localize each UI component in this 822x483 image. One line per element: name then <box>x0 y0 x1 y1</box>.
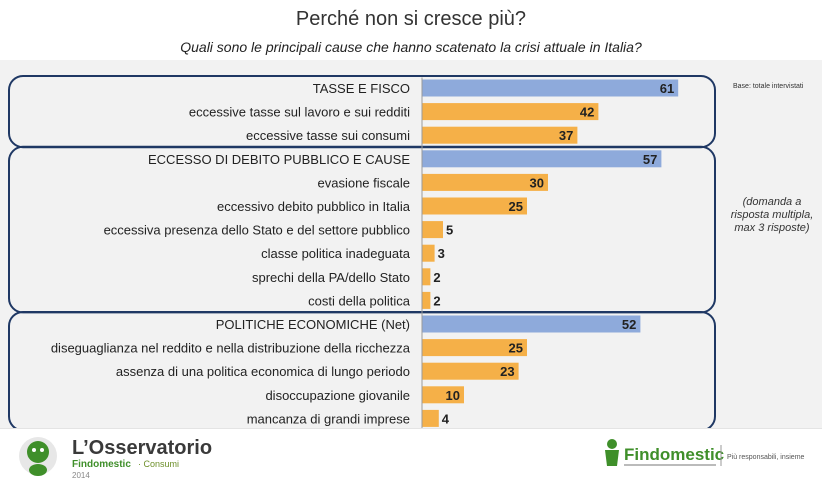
item-label: costi della politica <box>308 293 411 308</box>
item-bar <box>422 268 431 286</box>
item-bar <box>422 244 435 262</box>
item-bar <box>422 291 431 309</box>
item-bar <box>422 103 599 121</box>
item-label: sprechi della PA/dello Stato <box>252 270 410 285</box>
data-label: 23 <box>500 364 514 379</box>
data-label: 25 <box>509 341 523 356</box>
item-label: classe politica inadeguata <box>261 246 411 261</box>
group-label: POLITICHE ECONOMICHE (Net) <box>216 317 410 332</box>
item-label: eccessive tasse sui consumi <box>246 128 410 143</box>
data-label: 52 <box>622 317 636 332</box>
findomestic-tagline: Più responsabili, insieme <box>727 454 805 461</box>
group-bar <box>422 315 641 333</box>
data-label: 37 <box>559 128 573 143</box>
data-label: 57 <box>643 152 657 167</box>
group-bar <box>422 79 679 97</box>
header: Perché non si cresce più? Quali sono le … <box>0 0 822 60</box>
group-bar <box>422 150 662 168</box>
multiple-answer-note: (domanda a risposta multipla, max 3 risp… <box>730 196 814 234</box>
chart-area: TASSE E FISCO 61 eccessive tasse sul lavor… <box>0 60 822 428</box>
item-label: disoccupazione giovanile <box>265 388 410 403</box>
findomestic-name: Findomestic <box>624 445 724 464</box>
findomestic-logo: Findomestic Più responsabili, insieme <box>605 439 805 466</box>
group-label: ECCESSO DI DEBITO PUBBLICO E CAUSE <box>148 152 410 167</box>
data-label: 2 <box>433 293 440 308</box>
group-frame <box>8 311 716 428</box>
data-label: 25 <box>509 199 523 214</box>
findomestic-mark-icon <box>605 439 619 466</box>
item-bar <box>422 126 578 144</box>
data-label: 42 <box>580 105 594 120</box>
osservatorio-logo: L’Osservatorio Findomestic · Consumi 201… <box>19 437 212 480</box>
mascot-icon <box>19 437 57 476</box>
item-bar <box>422 386 464 404</box>
page-title: Perché non si cresce più? <box>295 8 527 30</box>
item-label: eccessiva presenza dello Stato e del set… <box>104 223 410 238</box>
osservatorio-brand: Findomestic <box>72 459 131 470</box>
data-label: 10 <box>446 388 460 403</box>
item-bar <box>422 409 439 427</box>
group-label: TASSE E FISCO <box>313 81 410 96</box>
item-label: mancanza di grandi imprese <box>247 411 410 426</box>
item-label: assenza di una politica economica di lun… <box>116 364 410 379</box>
item-label: evasione fiscale <box>318 175 411 190</box>
page-subtitle: Quali sono le principali cause che hanno… <box>180 39 642 55</box>
bar-chart: TASSE E FISCO 61 eccessive tasse sul lavor… <box>8 75 716 428</box>
osservatorio-section: · Consumi <box>138 459 179 469</box>
item-label: eccessive tasse sul lavoro e sui redditi <box>189 105 410 120</box>
data-label: 4 <box>442 411 450 426</box>
data-label: 2 <box>433 270 440 285</box>
data-label: 5 <box>446 223 453 238</box>
data-label: 30 <box>530 175 544 190</box>
item-bar <box>422 173 548 191</box>
item-label: diseguaglianza nel reddito e nella distr… <box>51 341 411 356</box>
osservatorio-year: 2014 <box>72 471 90 480</box>
item-bar <box>422 221 443 239</box>
item-bar <box>422 197 527 215</box>
data-label: 3 <box>438 246 445 261</box>
footer <box>0 428 822 483</box>
data-label: 61 <box>660 81 674 96</box>
item-label: eccessivo debito pubblico in Italia <box>217 199 411 214</box>
osservatorio-title: L’Osservatorio <box>72 437 212 459</box>
item-bar <box>422 362 519 380</box>
item-bar <box>422 339 527 357</box>
base-note: Base: totale intervistati <box>733 83 804 90</box>
